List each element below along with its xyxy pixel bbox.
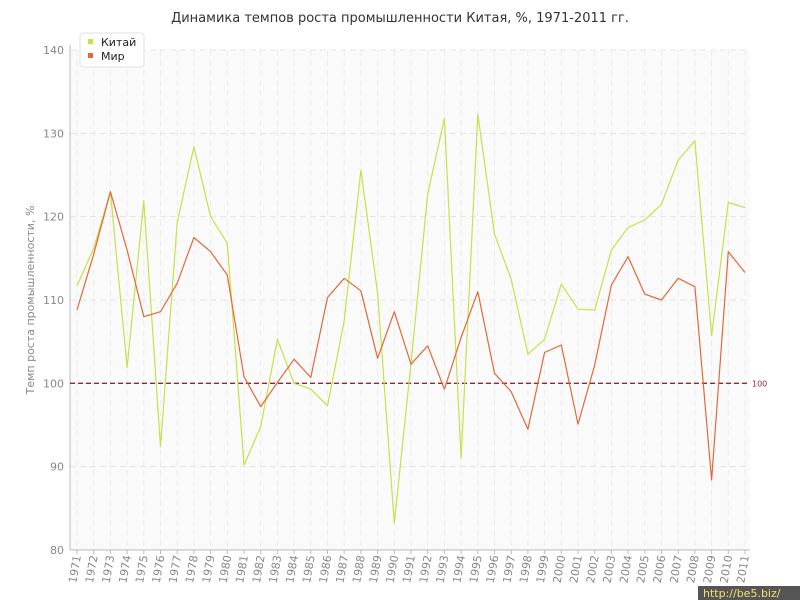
x-tick-label: 2004 bbox=[617, 554, 635, 584]
x-tick-label: 1998 bbox=[517, 554, 535, 584]
x-tick-label: 2007 bbox=[667, 554, 685, 584]
y-tick-label: 120 bbox=[43, 211, 64, 224]
x-tick-label: 1993 bbox=[434, 554, 452, 584]
y-tick-label: 100 bbox=[43, 377, 64, 390]
legend-box bbox=[79, 32, 145, 68]
x-tick-label: 1973 bbox=[100, 554, 118, 584]
x-tick-label: 1992 bbox=[417, 554, 435, 584]
reference-line-label: 100 bbox=[752, 379, 767, 388]
x-tick-label: 1994 bbox=[450, 554, 468, 584]
x-tick-label: 1991 bbox=[400, 554, 418, 584]
x-tick-labels: 1971 1972 1973 1974 1975 1976 1977 1978 1979 1980… bbox=[66, 554, 752, 584]
legend-item-china[interactable]: Китай bbox=[101, 36, 136, 49]
x-tick-label: 1989 bbox=[367, 554, 385, 584]
x-tick-label: 1982 bbox=[250, 554, 268, 584]
x-tick-label: 1999 bbox=[534, 554, 552, 584]
x-tick-label: 1976 bbox=[150, 554, 168, 584]
watermark-background bbox=[698, 586, 800, 600]
x-tick-label: 1995 bbox=[467, 554, 485, 584]
x-tick-label: 2008 bbox=[684, 554, 702, 584]
x-tick-label: 1984 bbox=[283, 554, 301, 584]
x-tick-label: 1974 bbox=[116, 554, 134, 584]
x-tick-label: 1990 bbox=[384, 554, 402, 584]
x-tick-label: 1996 bbox=[484, 554, 502, 584]
axes bbox=[69, 45, 750, 554]
x-tick-label: 2011 bbox=[734, 554, 752, 584]
x-tick-label: 2010 bbox=[718, 554, 736, 584]
x-tick-label: 1988 bbox=[350, 554, 368, 584]
y-tick-label: 80 bbox=[50, 544, 64, 557]
watermark[interactable]: http://be5.biz/ bbox=[698, 586, 800, 600]
x-tick-label: 1985 bbox=[300, 554, 318, 584]
x-tick-label: 1987 bbox=[333, 554, 351, 584]
x-tick-label: 1977 bbox=[166, 554, 184, 584]
x-tick-label: 1971 bbox=[66, 554, 84, 584]
y-tick-label: 130 bbox=[43, 127, 64, 140]
x-tick-label: 1981 bbox=[233, 554, 251, 584]
legend-swatch-world bbox=[88, 53, 93, 58]
x-tick-label: 2006 bbox=[651, 554, 669, 584]
y-tick-label: 90 bbox=[50, 461, 64, 474]
series-line-world bbox=[76, 191, 746, 481]
chart-title: Динамика темпов роста промышленности Кит… bbox=[171, 11, 629, 26]
legend-item-world[interactable]: Мир bbox=[101, 50, 125, 63]
x-tick-label: 2000 bbox=[551, 554, 569, 584]
legend-swatch-china bbox=[88, 39, 93, 44]
reference-line-group: 100 bbox=[70, 379, 767, 388]
y-tick-label: 140 bbox=[43, 44, 64, 57]
x-tick-label: 1997 bbox=[500, 554, 518, 584]
x-tick-label: 1983 bbox=[267, 554, 285, 584]
y-tick-label: 110 bbox=[43, 294, 64, 307]
x-tick-label: 2002 bbox=[584, 554, 602, 584]
x-tick-label: 1980 bbox=[217, 554, 235, 584]
x-tick-label: 2003 bbox=[601, 554, 619, 584]
x-tick-label: 2009 bbox=[701, 554, 719, 584]
x-tick-label: 2005 bbox=[634, 554, 652, 584]
x-tick-label: 1975 bbox=[133, 554, 151, 584]
x-tick-label: 2001 bbox=[567, 554, 585, 584]
watermark-link[interactable]: http://be5.biz/ bbox=[703, 587, 781, 600]
legend[interactable]: Китай Мир bbox=[79, 32, 145, 68]
x-tick-label: 1979 bbox=[200, 554, 218, 584]
x-tick-label: 1986 bbox=[317, 554, 335, 584]
x-tick-label: 1972 bbox=[83, 554, 101, 584]
gridlines bbox=[70, 49, 750, 550]
y-tick-labels: 80 90 100 110 120 130 140 bbox=[43, 44, 64, 557]
series-lines bbox=[76, 113, 746, 524]
x-tick-label: 1978 bbox=[183, 554, 201, 584]
y-axis-label: Темп роста промышленности, % bbox=[24, 206, 37, 396]
